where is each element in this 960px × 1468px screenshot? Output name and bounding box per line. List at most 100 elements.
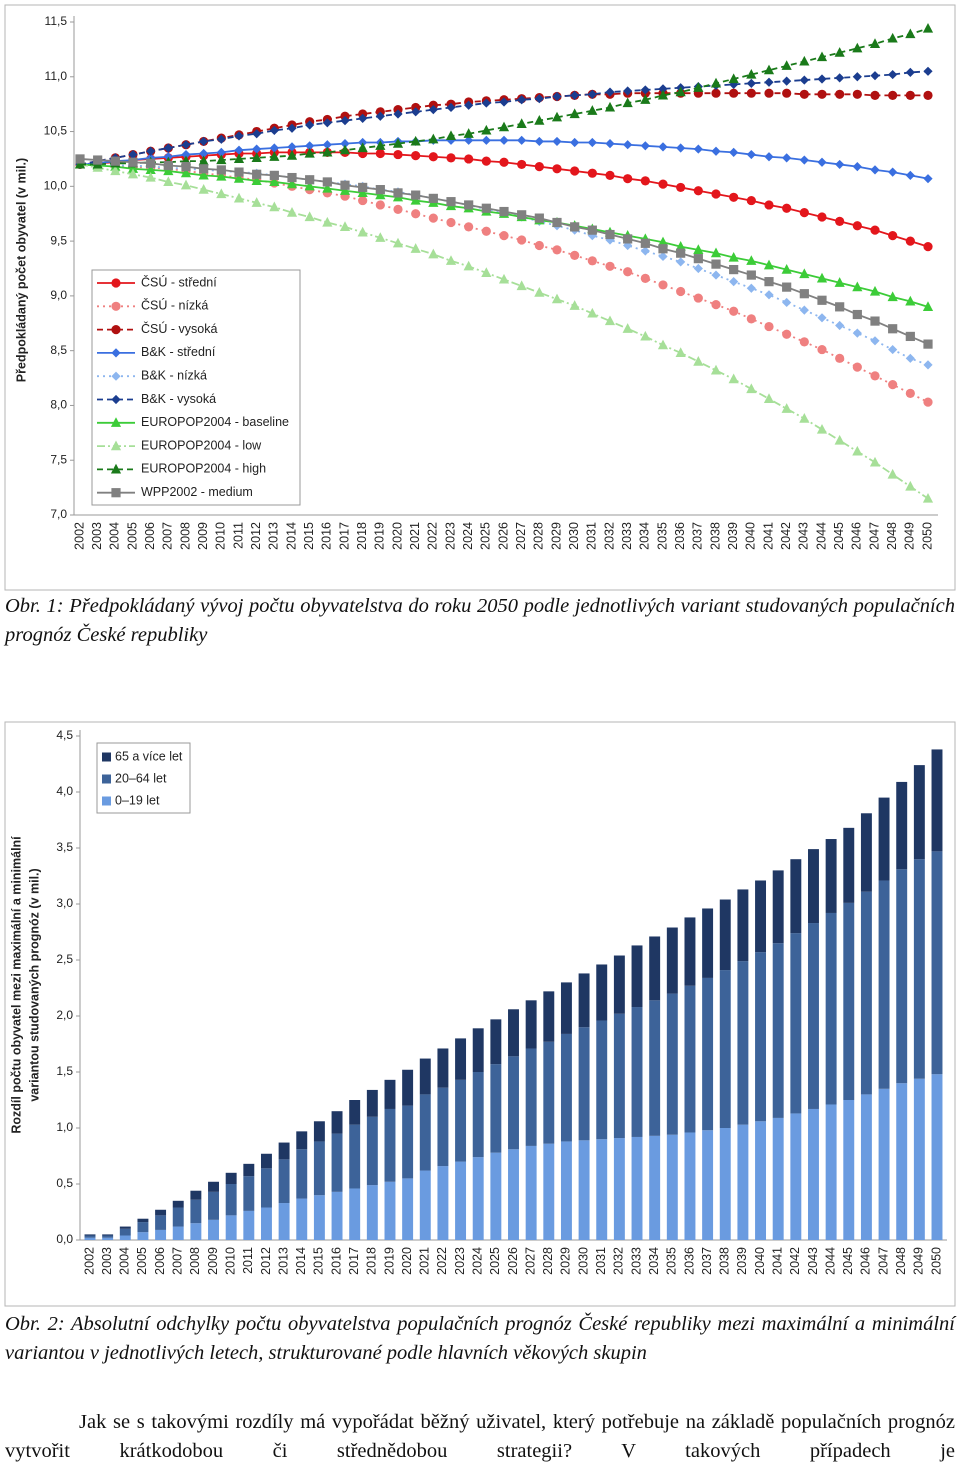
- marker: [375, 232, 386, 242]
- legend-label: B&K - střední: [141, 345, 216, 359]
- marker: [552, 245, 562, 255]
- legend-marker: [111, 278, 121, 288]
- x-tick-label: 2044: [814, 522, 828, 550]
- x-tick-label: 2047: [867, 522, 881, 550]
- bar-segment: [208, 1181, 219, 1192]
- marker: [340, 180, 350, 190]
- paragraph: Jak se s takovými rozdíly má vypořádat b…: [5, 1411, 955, 1462]
- marker: [481, 124, 492, 135]
- y-tick-label: 4,0: [56, 784, 73, 798]
- bar-segment: [437, 1087, 449, 1167]
- legend-label: WPP2002 - medium: [141, 485, 253, 499]
- marker: [711, 270, 721, 280]
- marker: [446, 153, 456, 163]
- marker: [181, 162, 191, 172]
- marker: [693, 356, 704, 366]
- marker: [146, 158, 156, 168]
- marker: [799, 155, 809, 165]
- bar-segment: [296, 1198, 308, 1240]
- marker: [269, 176, 280, 187]
- marker: [464, 222, 474, 232]
- y-axis-label: variantou studovaných prognóz (v mil.): [27, 868, 41, 1101]
- marker: [393, 149, 403, 160]
- x-tick-label: 2033: [620, 522, 634, 550]
- y-tick-label: 11,0: [45, 69, 68, 83]
- marker: [676, 248, 686, 258]
- marker: [729, 147, 739, 157]
- bar-segment: [490, 1019, 502, 1065]
- marker: [905, 67, 915, 77]
- bar-segment: [455, 1038, 467, 1080]
- marker: [587, 168, 597, 178]
- marker: [587, 225, 597, 235]
- marker: [888, 344, 898, 355]
- y-tick-label: 10,5: [44, 124, 68, 138]
- bar-segment: [560, 982, 572, 1034]
- marker: [163, 143, 173, 153]
- x-tick-label: 2028: [541, 1247, 555, 1275]
- marker: [640, 238, 650, 248]
- marker: [640, 141, 650, 151]
- bar-segment: [825, 1104, 837, 1240]
- marker: [75, 154, 85, 164]
- x-tick-label: 2032: [612, 1247, 626, 1275]
- bar-segment: [437, 1166, 449, 1240]
- marker: [746, 255, 757, 265]
- marker: [198, 155, 209, 166]
- marker: [658, 251, 668, 262]
- bar-segment: [366, 1185, 378, 1240]
- bar-segment: [578, 1140, 590, 1240]
- bar-segment: [278, 1142, 290, 1160]
- marker: [640, 94, 651, 104]
- marker: [852, 281, 863, 292]
- marker: [481, 156, 491, 166]
- marker: [216, 188, 227, 199]
- x-tick-label: 2009: [206, 1247, 220, 1275]
- marker: [799, 75, 809, 85]
- bar-segment: [790, 859, 802, 934]
- legend-label: 0–19 let: [115, 793, 160, 807]
- marker: [869, 38, 881, 49]
- marker: [764, 88, 774, 98]
- x-tick-label: 2036: [682, 1247, 696, 1275]
- marker: [623, 140, 633, 150]
- x-tick-label: 2030: [567, 522, 581, 550]
- marker: [481, 226, 491, 236]
- marker: [445, 130, 457, 141]
- marker: [127, 168, 139, 179]
- marker: [887, 291, 898, 302]
- marker: [446, 217, 456, 228]
- marker: [516, 280, 527, 291]
- marker: [923, 360, 933, 370]
- y-tick-label: 8,0: [50, 398, 67, 412]
- marker: [445, 255, 457, 265]
- x-tick-label: 2042: [788, 1247, 802, 1275]
- marker: [357, 187, 368, 198]
- marker: [498, 273, 510, 284]
- bar-segment: [649, 1135, 661, 1240]
- bar-segment: [243, 1176, 255, 1211]
- marker: [817, 212, 827, 222]
- marker: [676, 286, 686, 297]
- bar-segment: [208, 1191, 219, 1220]
- marker: [640, 330, 651, 341]
- x-tick-label: 2008: [188, 1247, 202, 1275]
- bar-segment: [402, 1105, 414, 1179]
- bar-segment: [649, 1000, 661, 1136]
- marker: [499, 135, 509, 145]
- marker: [464, 200, 474, 210]
- bar-segment: [402, 1069, 414, 1106]
- marker: [463, 260, 474, 271]
- marker: [216, 147, 226, 157]
- marker: [852, 445, 863, 456]
- marker: [888, 324, 898, 334]
- marker: [835, 302, 845, 312]
- marker: [375, 111, 385, 121]
- marker: [517, 210, 527, 220]
- marker: [605, 139, 615, 149]
- marker: [711, 300, 721, 310]
- bar-segment: [543, 991, 555, 1042]
- marker: [711, 146, 721, 156]
- marker: [888, 90, 898, 101]
